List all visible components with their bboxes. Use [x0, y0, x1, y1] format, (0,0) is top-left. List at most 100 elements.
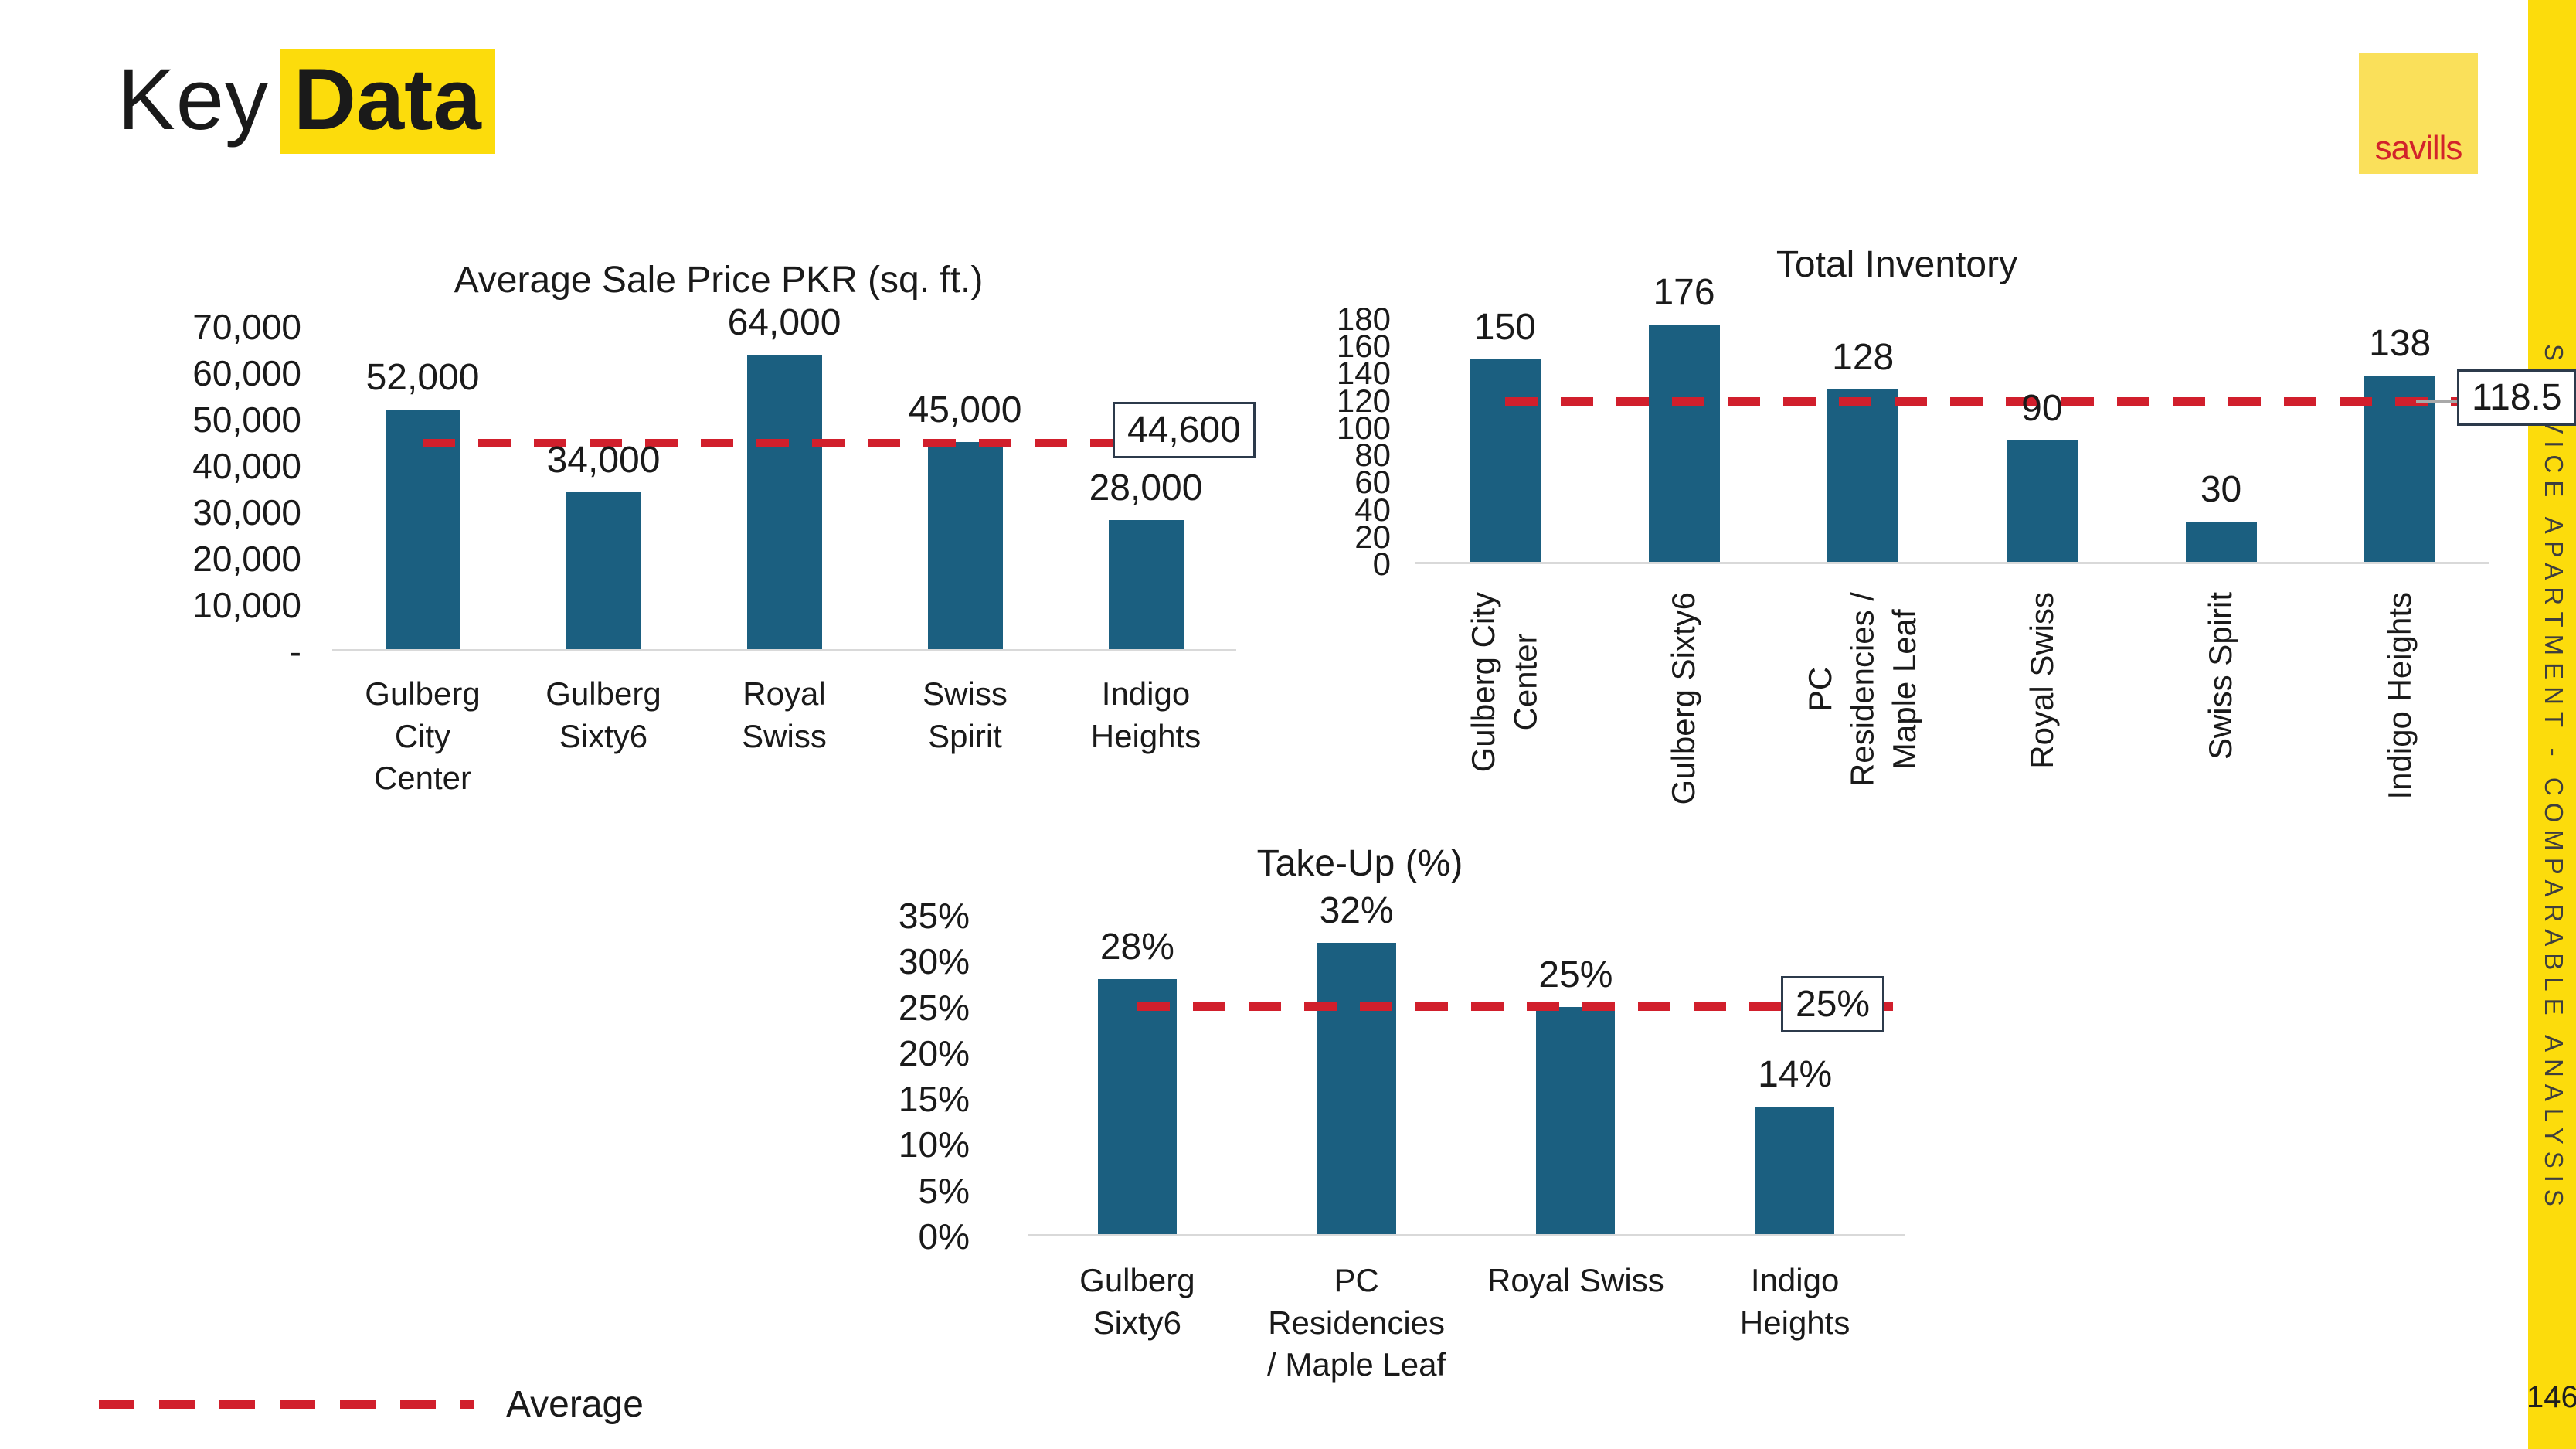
bar-value-label: 150: [1473, 307, 1536, 349]
bar-value-label: 32%: [1319, 890, 1394, 932]
x-slot: Swiss Spirit: [2132, 580, 2311, 850]
savills-logo: savills: [2359, 53, 2478, 174]
x-category-label: Royal Swiss: [742, 675, 827, 754]
x-slot: PC Residencies / Maple Leaf: [1773, 580, 1952, 850]
y-tick-label: 140: [1336, 355, 1391, 392]
y-tick-label: 5%: [918, 1170, 970, 1211]
bar-indigo-heights: [2364, 376, 2436, 562]
average-value-box: 44,600: [1113, 402, 1256, 459]
y-tick-label: 40: [1354, 491, 1391, 528]
bar-royal-swiss: [1536, 1006, 1616, 1234]
y-tick-label: 70,000: [192, 307, 301, 347]
y-tick-label: 30%: [898, 941, 970, 982]
y-tick-label: 15%: [898, 1079, 970, 1120]
bar-value-label: 25%: [1538, 954, 1613, 995]
x-slot: Indigo Heights: [2310, 580, 2489, 850]
chart-title: Total Inventory: [1776, 244, 2018, 285]
y-tick-label: 120: [1336, 382, 1391, 419]
x-slot: Royal Swiss: [694, 659, 875, 800]
y-tick-label: 25%: [898, 987, 970, 1028]
x-slot: Gulberg Sixty6: [1028, 1246, 1247, 1386]
average-label-leader-line: [2416, 400, 2461, 404]
page-title: Key Data: [117, 48, 495, 154]
bar-slot: 138: [2310, 319, 2489, 562]
x-slot: Royal Swiss: [1952, 580, 2132, 850]
average-value-box: 25%: [1781, 975, 1885, 1032]
bar-slot: 25%: [1466, 916, 1686, 1234]
bar-gulberg-city-center: [1469, 359, 1541, 562]
bar-gulberg-city-center: [385, 410, 460, 649]
x-slot: Gulberg City Center: [332, 659, 513, 800]
bar-series: 150 176 128 90 30 138: [1415, 272, 2489, 562]
x-category-label: PC Residencies / Maple Leaf: [1267, 1262, 1446, 1383]
bar-value-label: 90: [2021, 388, 2063, 429]
x-category-label: PC Residencies / Maple Leaf: [1802, 592, 1923, 787]
x-category-label: Gulberg Sixty6: [1079, 1262, 1195, 1341]
bar-slot: 28,000: [1055, 327, 1236, 649]
x-category-label: Swiss Spirit: [923, 675, 1008, 754]
bar-slot: 28%: [1028, 916, 1247, 1234]
sidebar-section-label: SERVICE APARTMENT - COMPARABLE ANALYSIS: [2540, 344, 2568, 1213]
y-tick-label: 100: [1336, 409, 1391, 446]
x-slot: Indigo Heights: [1055, 659, 1236, 800]
bar-value-label: 28%: [1099, 927, 1174, 968]
plot-area: 52,000 34,000 64,000 45,000 28,000 44,600: [332, 302, 1256, 651]
bar-gulberg-sixty6: [1648, 324, 1720, 562]
x-category-label: Indigo Heights: [2381, 592, 2418, 800]
average-value-box: 118.5: [2457, 369, 2576, 427]
y-tick-label: 60,000: [192, 353, 301, 393]
chart-take-up: Take-Up (%) 35% 30% 25% 20% 15% 10% 5% 0% 28% 32…: [896, 831, 1993, 1426]
savills-logo-text: savills: [2374, 129, 2463, 167]
legend-average-line: [99, 1400, 474, 1409]
bar-pc-residencies-maple-leaf: [1827, 389, 1899, 562]
bar-gulberg-sixty6: [1097, 979, 1177, 1234]
y-tick-label: 20%: [898, 1032, 970, 1073]
legend: Average: [99, 1383, 644, 1426]
bar-series: 52,000 34,000 64,000 45,000 28,000: [332, 302, 1236, 649]
y-tick-label: 20,000: [192, 539, 301, 579]
page-title-highlight: Data: [280, 49, 495, 154]
y-axis: 70,000 60,000 50,000 40,000 30,000 20,000 10,0…: [116, 307, 301, 672]
bar-slot: 34,000: [513, 327, 694, 649]
x-category-label: Indigo Heights: [1090, 675, 1201, 754]
x-slot: Royal Swiss: [1466, 1246, 1686, 1386]
x-category-label: Gulberg Sixty6: [545, 675, 661, 754]
y-tick-label: 180: [1336, 301, 1391, 337]
bar-swiss-spirit: [2185, 521, 2257, 562]
bar-value-label: 45,000: [908, 389, 1022, 430]
average-line: [1504, 397, 2489, 406]
x-slot: Gulberg Sixty6: [513, 659, 694, 800]
bar-pc-residencies-maple-leaf: [1317, 943, 1396, 1234]
bar-slot: 64,000: [694, 302, 875, 649]
bar-value-label: 34,000: [546, 440, 661, 481]
average-line: [1137, 1002, 1905, 1011]
x-slot: PC Residencies / Maple Leaf: [1247, 1246, 1466, 1386]
y-tick-label: 10%: [898, 1124, 970, 1165]
bar-slot: 14%: [1685, 916, 1905, 1234]
bar-indigo-heights: [1108, 520, 1184, 649]
bar-slot: 176: [1595, 272, 1774, 562]
x-category-label: Indigo Heights: [1739, 1262, 1850, 1341]
y-tick-label: 20: [1354, 518, 1391, 555]
x-axis: Gulberg City Center Gulberg Sixty6 PC Resi…: [1415, 580, 2489, 850]
bar-royal-swiss: [2006, 440, 2078, 562]
bar-slot: 90: [1952, 319, 2132, 562]
chart-average-sale-price: Average Sale Price PKR (sq. ft.) 70,000 6…: [116, 255, 1259, 819]
x-axis: Gulberg City Center Gulberg Sixty6 Royal S…: [332, 659, 1236, 800]
x-slot: Gulberg Sixty6: [1595, 580, 1774, 850]
bar-slot: 52,000: [332, 327, 513, 649]
y-tick-label: -: [289, 631, 301, 672]
x-slot: Gulberg City Center: [1415, 580, 1595, 850]
bar-gulberg-sixty6: [566, 492, 641, 649]
plot-area: 150 176 128 90 30 138 118.5: [1415, 272, 2576, 564]
y-tick-label: 35%: [898, 896, 970, 936]
plot-area: 28% 32% 25% 14% 25%: [1028, 890, 1905, 1236]
bar-value-label: 30: [2200, 468, 2242, 510]
x-category-label: Gulberg Sixty6: [1665, 592, 1702, 805]
bar-slot: 45,000: [875, 327, 1055, 649]
bar-value-label: 176: [1653, 271, 1715, 313]
bar-value-label: 138: [2369, 323, 2432, 365]
bar-royal-swiss: [746, 354, 822, 649]
y-tick-label: 0: [1372, 546, 1391, 582]
chart-total-inventory: Total Inventory 180 160 140 120 100 80 60 40 20 0…: [1283, 224, 2576, 850]
